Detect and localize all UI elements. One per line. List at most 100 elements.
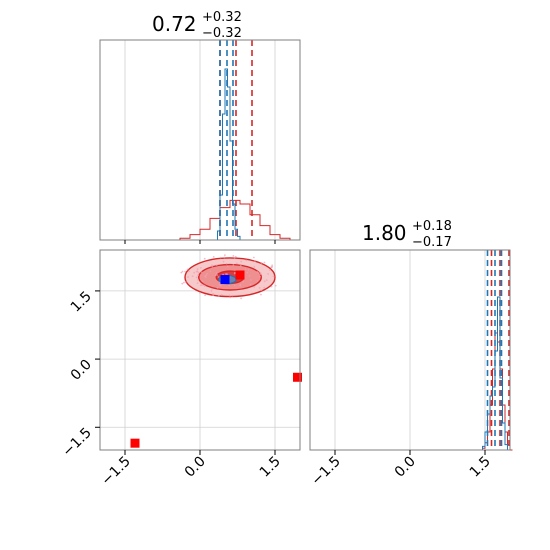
title-2-upper: +0.18 [412, 219, 452, 234]
scatter-point [240, 297, 243, 300]
scatter-point [191, 275, 194, 278]
scatter-point [181, 270, 184, 273]
scatter-point [212, 294, 215, 297]
scatter-point [254, 259, 256, 262]
scatter-point [245, 259, 248, 262]
scatter-point [181, 282, 184, 285]
title-param-1: 0.72 +0.32 −0.32 [152, 10, 242, 41]
scatter-point [187, 276, 189, 278]
scatter-point [203, 257, 206, 260]
marker [130, 438, 140, 448]
y-tick-label: 0.0 [68, 357, 95, 384]
scatter-point [212, 256, 215, 258]
scatter-point [258, 286, 261, 289]
scatter-point [204, 294, 206, 297]
scatter-point [231, 294, 234, 297]
scatter-point [259, 273, 262, 276]
title-2-lower: −0.17 [412, 235, 452, 250]
scatter-point [184, 270, 186, 273]
histogram-series [170, 199, 300, 241]
scatter-point [233, 272, 236, 275]
scatter-point [220, 294, 223, 296]
scatter-point [197, 278, 199, 281]
scatter-point [196, 282, 199, 285]
scatter-point [270, 266, 273, 269]
scatter-point [193, 271, 196, 274]
scatter-point [228, 284, 231, 287]
scatter-point [215, 272, 218, 274]
y-tick-label: −1.5 [59, 425, 94, 460]
scatter-point [215, 264, 218, 267]
scatter-point [235, 262, 238, 265]
scatter-point [260, 293, 262, 296]
scatter-point [263, 280, 266, 283]
scatter-point [263, 286, 266, 289]
scatter-point [196, 270, 199, 273]
scatter-point [228, 294, 231, 297]
marginal-panel-2 [309, 249, 513, 451]
scatter-point [199, 284, 202, 287]
scatter-point [197, 271, 200, 274]
scatter-point [196, 268, 199, 270]
scatter-point [274, 284, 277, 287]
x-tick-label: 1.5 [257, 454, 284, 481]
scatter-point [265, 279, 268, 282]
scatter-point [229, 296, 232, 299]
scatter-point [199, 267, 202, 269]
scatter-point [232, 255, 235, 257]
scatter-point [247, 268, 250, 271]
scatter-point [239, 284, 242, 287]
scatter-point [250, 279, 252, 281]
scatter-point [260, 262, 263, 264]
marker [293, 372, 302, 382]
histogram-series [480, 296, 510, 451]
title-2-median: 1.80 [362, 221, 407, 245]
scatter-point [184, 281, 187, 283]
scatter-point [269, 269, 271, 271]
scatter-point [270, 285, 273, 288]
title-1-upper: +0.32 [202, 10, 242, 25]
scatter-point [242, 280, 245, 283]
x-tick-label: 0.0 [392, 454, 419, 481]
scatter-point [220, 284, 222, 287]
scatter-point [195, 276, 198, 279]
scatter-point [200, 271, 203, 273]
title-1-lower: −0.32 [202, 26, 242, 41]
scatter-point [216, 286, 219, 289]
scatter-point [252, 256, 255, 259]
scatter-point [216, 274, 219, 276]
scatter-point [217, 294, 220, 297]
scatter-point [253, 265, 256, 268]
marginal-panel-1 [99, 39, 301, 241]
scatter-point [201, 284, 204, 286]
scatter-point [225, 273, 227, 275]
scatter-point [246, 271, 249, 274]
scatter-point [259, 275, 261, 278]
scatter-point [219, 256, 222, 259]
scatter-point [232, 264, 235, 266]
scatter-point [182, 281, 185, 284]
title-1-median: 0.72 [152, 12, 197, 36]
title-param-2: 1.80 +0.18 −0.17 [362, 219, 452, 250]
scatter-point [248, 275, 251, 277]
x-tick-label: 0.0 [182, 454, 209, 481]
scatter-point [214, 274, 217, 277]
scatter-point [244, 268, 247, 271]
scatter-point [234, 255, 237, 258]
scatter-point [249, 283, 252, 286]
scatter-point [239, 264, 242, 267]
scatter-point [263, 261, 266, 264]
scatter-point [223, 256, 226, 259]
scatter-point [257, 271, 260, 274]
scatter-point [260, 289, 263, 292]
scatter-point [204, 275, 206, 278]
scatter-point [218, 283, 221, 286]
scatter-point [206, 272, 209, 275]
scatter-point [272, 275, 275, 278]
marker [220, 275, 230, 285]
scatter-point [233, 284, 236, 287]
scatter-point [210, 290, 213, 292]
scatter-point [211, 264, 213, 266]
scatter-point [186, 268, 189, 271]
x-tick-label: −1.5 [308, 454, 343, 489]
